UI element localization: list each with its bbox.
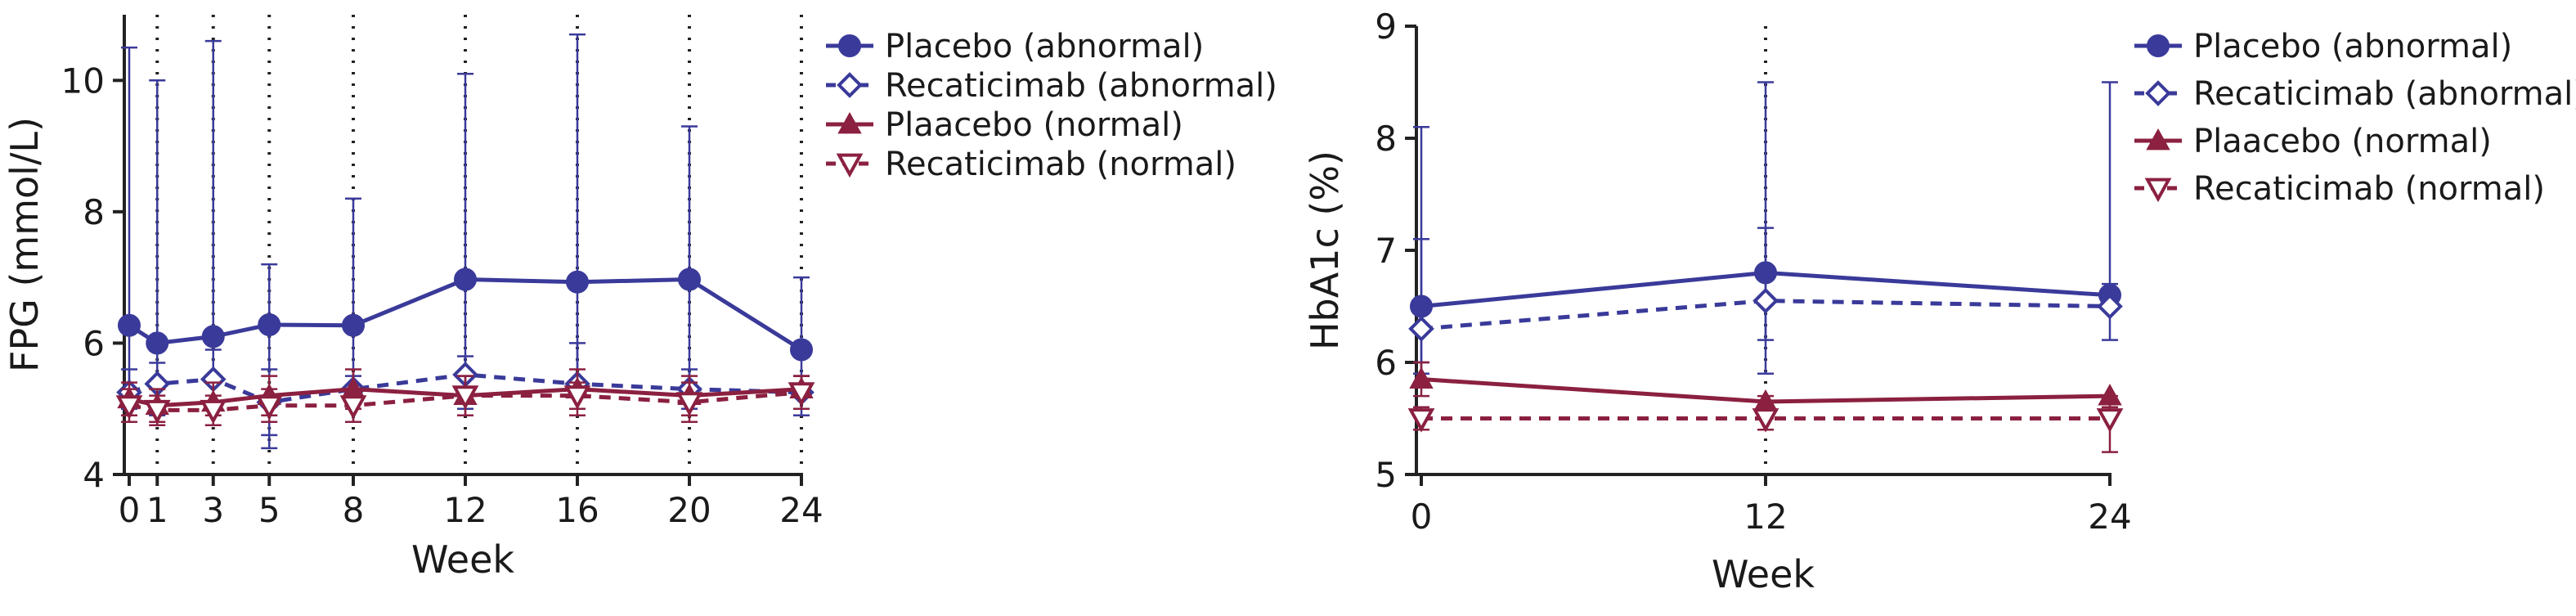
data-point bbox=[143, 399, 171, 425]
x-tick-label: 0 bbox=[1411, 497, 1433, 537]
y-tick-label: 6 bbox=[83, 323, 105, 363]
legend-label: Recaticimab (normal) bbox=[885, 146, 1236, 183]
data-point bbox=[255, 395, 283, 420]
data-point bbox=[115, 395, 143, 420]
y-tick-label: 7 bbox=[1375, 231, 1397, 271]
data-point bbox=[1752, 408, 1779, 433]
data-point bbox=[2096, 408, 2124, 433]
x-tick-label: 12 bbox=[1744, 497, 1787, 537]
hba1c-panel: 5 6 7 8 9 0 12 24 Week HbA1c (%) Placebo (abnormal… bbox=[1303, 7, 2576, 596]
series-line bbox=[1420, 299, 2111, 331]
data-point bbox=[200, 399, 227, 425]
x-tick-label: 5 bbox=[258, 490, 280, 530]
data-point bbox=[563, 385, 591, 410]
y-tick-label: 9 bbox=[1375, 7, 1397, 47]
x-tick-label: 16 bbox=[555, 490, 599, 530]
data-point bbox=[1408, 316, 1434, 342]
data-point bbox=[146, 331, 169, 355]
fpg-panel: 4 6 8 10 0 1 3 5 8 12 16 20 24 Week FPG (mmol/L) Placeb… bbox=[2, 15, 1277, 582]
legend-label: Recaticimab (normal) bbox=[2193, 170, 2545, 208]
data-point bbox=[2097, 293, 2123, 320]
x-tick-label: 8 bbox=[343, 490, 365, 530]
series-line bbox=[128, 372, 802, 405]
data-point bbox=[2098, 384, 2122, 406]
legend-label: Recaticimab (abnormal) bbox=[2193, 75, 2576, 113]
x-tick-label: 20 bbox=[667, 490, 711, 530]
data-point bbox=[788, 382, 815, 407]
legend-marker bbox=[2144, 178, 2172, 203]
series-group bbox=[1408, 81, 2123, 375]
legend-marker bbox=[838, 34, 861, 57]
legend-marker bbox=[836, 153, 864, 178]
legend-label: Plaacebo (normal) bbox=[2193, 123, 2492, 160]
y-tick-label: 5 bbox=[1375, 455, 1397, 495]
legend-marker bbox=[2146, 128, 2170, 151]
data-point bbox=[118, 313, 141, 337]
x-tick-label: 3 bbox=[202, 490, 224, 530]
x-tick-label: 0 bbox=[119, 490, 141, 530]
data-point bbox=[1409, 366, 1434, 389]
data-point bbox=[1752, 287, 1779, 314]
data-point bbox=[454, 268, 477, 291]
x-tick-label: 12 bbox=[443, 490, 487, 530]
y-axis-label: FPG (mmol/L) bbox=[2, 117, 47, 372]
series-group bbox=[115, 375, 815, 427]
legend-marker bbox=[2147, 34, 2170, 57]
data-point bbox=[258, 312, 281, 336]
data-point bbox=[790, 338, 813, 362]
data-point bbox=[675, 392, 703, 416]
x-tick-label: 24 bbox=[779, 490, 823, 530]
y-tick-label: 10 bbox=[61, 61, 105, 101]
data-point bbox=[566, 270, 589, 294]
data-point bbox=[451, 385, 479, 410]
data-point bbox=[1407, 408, 1435, 433]
y-tick-label: 4 bbox=[83, 455, 105, 495]
legend-label: Recaticimab (abnormal) bbox=[885, 67, 1277, 105]
legend-marker bbox=[837, 111, 862, 134]
legend-marker bbox=[837, 72, 863, 98]
y-tick-label: 8 bbox=[1375, 119, 1397, 159]
legend: Placebo (abnormal)Recaticimab (abnormal)… bbox=[826, 28, 1277, 183]
y-tick-label: 6 bbox=[1375, 343, 1397, 383]
y-tick-label: 8 bbox=[83, 192, 105, 232]
data-point bbox=[201, 325, 225, 348]
y-axis-label: HbA1c (%) bbox=[1303, 151, 1347, 350]
x-axis-label: Week bbox=[411, 537, 514, 582]
legend-label: Placebo (abnormal) bbox=[885, 28, 1204, 65]
legend-marker bbox=[2145, 80, 2171, 106]
legend-label: Placebo (abnormal) bbox=[2193, 28, 2512, 65]
data-point bbox=[342, 313, 365, 337]
x-tick-label: 1 bbox=[146, 490, 168, 530]
series-group bbox=[1407, 406, 2124, 453]
legend: Placebo (abnormal) Recaticimab (abnormal)… bbox=[2134, 28, 2576, 208]
legend-label: Plaacebo (normal) bbox=[885, 106, 1183, 144]
data-point bbox=[678, 268, 701, 291]
series-group bbox=[1409, 361, 2122, 420]
x-tick-label: 24 bbox=[2088, 497, 2131, 537]
data-point bbox=[339, 395, 367, 420]
x-axis-label: Week bbox=[1712, 552, 1815, 596]
